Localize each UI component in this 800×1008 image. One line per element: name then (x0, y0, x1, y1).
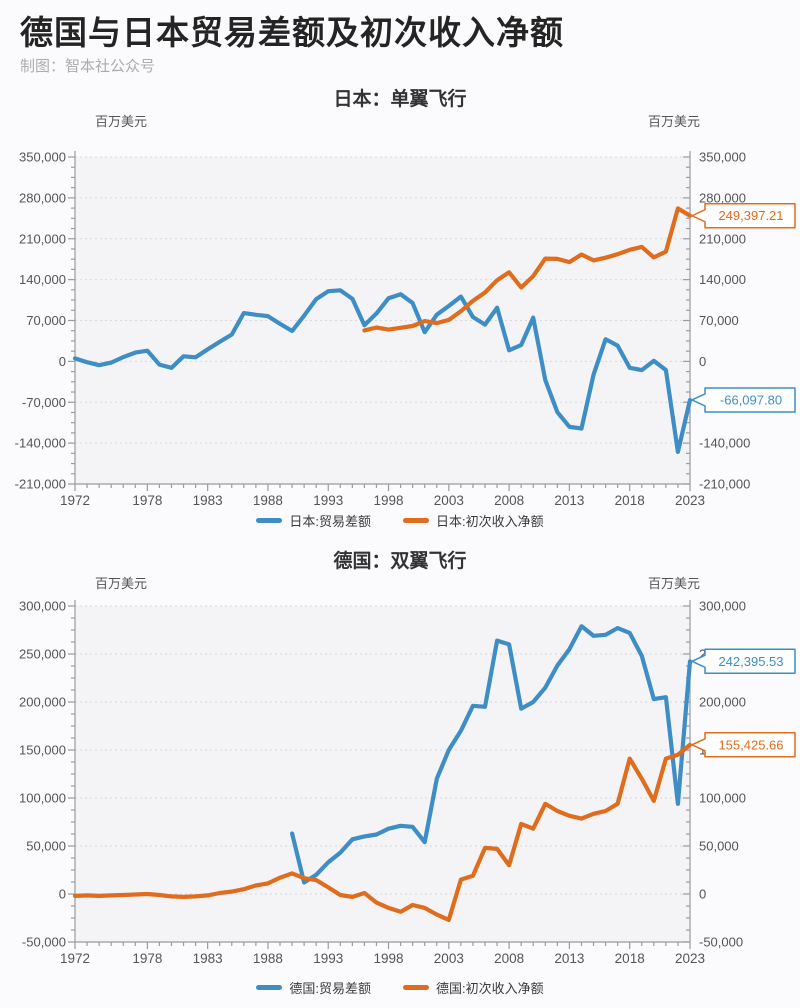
page-header: 德国与日本贸易差额及初次收入净额 制图：智本社公众号 (0, 0, 800, 76)
callout-value: 249,397.21 (718, 208, 783, 223)
y-tick-label-right: 0 (699, 887, 706, 902)
x-tick-label: 1993 (313, 951, 343, 966)
y-tick-label-left: 140,000 (19, 272, 66, 287)
unit-label-right: 百万美元 (647, 114, 700, 130)
x-tick-label: 1972 (60, 951, 90, 966)
y-tick-label-right: 210,000 (699, 232, 746, 247)
callout-value: -66,097.80 (720, 393, 782, 408)
series-line (72, 742, 693, 923)
callout-value: 155,425.66 (718, 738, 783, 753)
series-line (72, 288, 693, 455)
y-tick-label-right: -50,000 (699, 935, 743, 950)
x-tick-label: 2018 (615, 493, 645, 508)
x-tick-label: 2008 (494, 951, 524, 966)
callout-bubble (691, 203, 796, 229)
series-line (362, 206, 693, 333)
legend-label: 日本:贸易差额 (289, 513, 371, 529)
x-tick-label: 1972 (60, 493, 90, 508)
y-tick-label-right: 100,000 (699, 791, 746, 806)
y-tick-label-right: 140,000 (699, 272, 746, 287)
y-tick-label-right: 0 (699, 354, 706, 369)
x-tick-label: 2013 (554, 951, 584, 966)
x-tick-label: 1988 (253, 493, 283, 508)
legend-swatch-orange (403, 517, 429, 523)
y-tick-label-left: 250,000 (19, 647, 66, 662)
y-tick-label-right: 50,000 (699, 839, 739, 854)
x-tick-label: 2023 (675, 493, 705, 508)
japan-chart-section: 日本：单翼飞行 百万美元 百万美元 350,000 350,000 280,000 2… (0, 84, 800, 530)
plot-area (75, 157, 690, 485)
x-tick-label: 1978 (132, 493, 162, 508)
legend-item-germany-income: 德国:初次收入净额 (403, 978, 544, 997)
japan-chart-canvas: 350,000 350,000 280,000 280,000 210,000 210,0… (15, 150, 796, 508)
x-tick-label: 1993 (313, 493, 343, 508)
y-tick-label-left: 150,000 (19, 743, 66, 758)
y-tick-label-left: 280,000 (19, 191, 66, 206)
legend-swatch-orange (403, 984, 429, 990)
y-tick-label-right: 300,000 (699, 599, 746, 614)
x-tick-label: 2003 (434, 493, 464, 508)
y-tick-label-left: 100,000 (19, 791, 66, 806)
legend-label: 德国:贸易差额 (289, 980, 371, 996)
unit-label-left: 百万美元 (95, 576, 148, 592)
germany-unit-row: 百万美元 百万美元 (0, 575, 800, 592)
x-tick-label: 1983 (193, 951, 223, 966)
x-tick-label: 2008 (494, 493, 524, 508)
legend-label: 德国:初次收入净额 (436, 980, 544, 996)
x-tick-label: 2023 (675, 951, 705, 966)
y-tick-label-right: 280,000 (699, 191, 746, 206)
callout-bubble (691, 387, 796, 413)
callout-bubble (691, 732, 796, 758)
y-tick-label-left: 0 (59, 354, 66, 369)
y-tick-label-right: 350,000 (699, 150, 746, 165)
legend-item-japan-trade: 日本:贸易差额 (256, 511, 371, 530)
legend-label: 日本:初次收入净额 (436, 513, 544, 529)
germany-legend: 德国:贸易差额 德国:初次收入净额 (0, 977, 800, 997)
x-tick-label: 2018 (615, 951, 645, 966)
y-tick-label-left: -140,000 (15, 436, 66, 451)
legend-item-japan-income: 日本:初次收入净额 (403, 511, 544, 530)
y-tick-label-left: 300,000 (19, 599, 66, 614)
germany-chart-title: 德国：双翼飞行 (333, 551, 467, 573)
legend-swatch-blue (256, 517, 283, 523)
plot-area (75, 606, 690, 943)
y-tick-label-right: 70,000 (699, 313, 739, 328)
callout-value: 242,395.53 (718, 654, 783, 669)
x-tick-label: 2013 (554, 493, 584, 508)
japan-chart-title: 日本：单翼飞行 (333, 89, 467, 111)
x-tick-label: 1998 (374, 493, 404, 508)
page-title: 德国与日本贸易差额及初次收入净额 (20, 14, 564, 51)
japan-unit-row: 百万美元 百万美元 (0, 113, 800, 130)
y-tick-label-left: 200,000 (19, 695, 66, 710)
y-tick-label-left: -50,000 (22, 935, 66, 950)
y-tick-label-left: -210,000 (15, 477, 66, 492)
unit-label-left: 百万美元 (95, 114, 148, 130)
credit-line: 制图：智本社公众号 (20, 58, 156, 76)
x-tick-label: 1998 (374, 951, 404, 966)
legend-item-germany-trade: 德国:贸易差额 (256, 978, 371, 997)
y-tick-label-left: 350,000 (19, 150, 66, 165)
legend-swatch-blue (256, 984, 283, 990)
x-tick-label: 1988 (253, 951, 283, 966)
japan-legend: 日本:贸易差额 日本:初次收入净额 (0, 510, 800, 530)
y-tick-label-right: -210,000 (699, 477, 750, 492)
y-tick-label-right: 200,000 (699, 695, 746, 710)
unit-label-right: 百万美元 (647, 576, 700, 592)
y-tick-label-left: 210,000 (19, 232, 66, 247)
germany-chart-canvas: 300,000300,000250,000250,000200,000200,0… (19, 599, 796, 966)
y-tick-label-left: 70,000 (26, 313, 66, 328)
y-tick-label-left: 50,000 (26, 839, 66, 854)
y-tick-label-left: 0 (59, 887, 66, 902)
x-tick-label: 2003 (434, 951, 464, 966)
y-tick-label-right: -140,000 (699, 436, 750, 451)
x-tick-label: 1983 (193, 493, 223, 508)
germany-chart-section: 德国：双翼飞行 百万美元 百万美元 300,000 300,000 250,000 2… (0, 546, 800, 997)
series-line (290, 624, 693, 885)
callout-bubble (691, 648, 796, 675)
y-tick-label-left: -70,000 (22, 395, 66, 410)
x-tick-label: 1978 (132, 951, 162, 966)
